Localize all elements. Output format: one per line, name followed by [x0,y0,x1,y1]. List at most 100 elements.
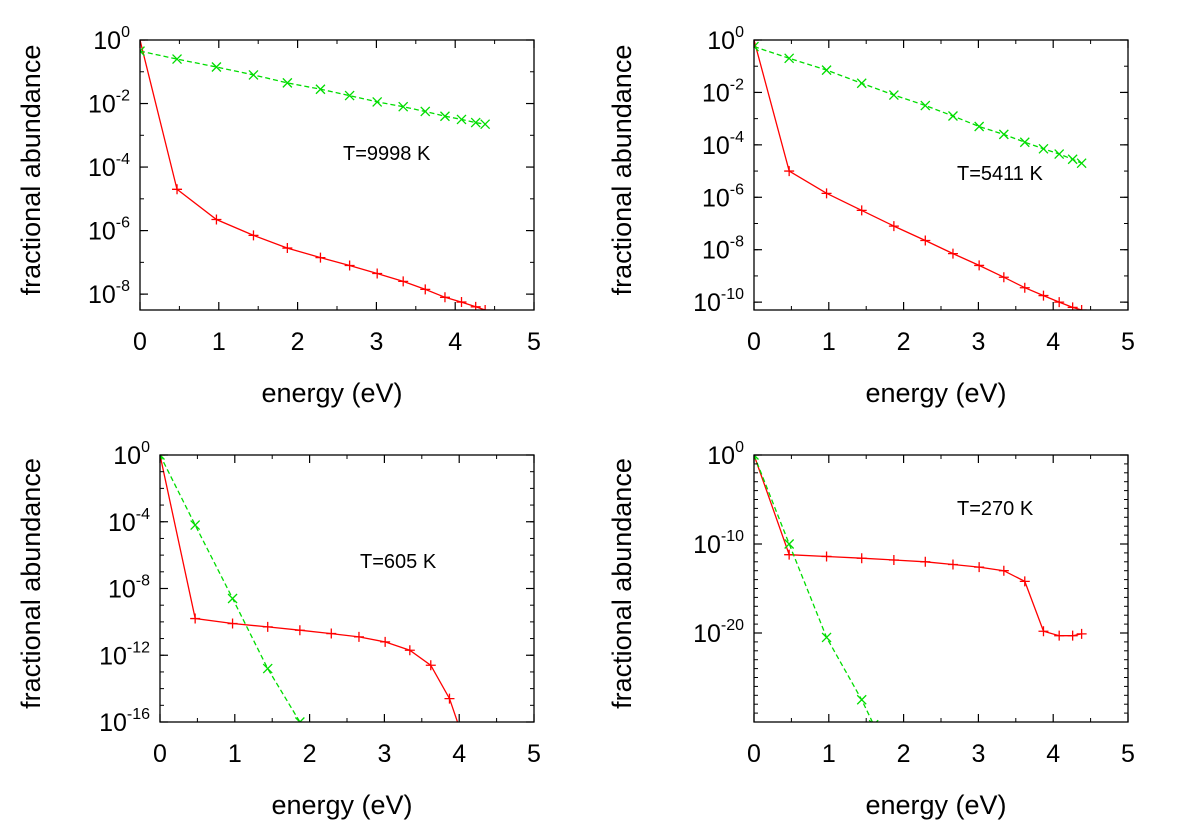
y-tick-exponent: -8 [730,234,744,251]
temperature-annotation: T=605 K [360,551,437,573]
data-point-plus [1038,626,1049,637]
y-tick-label: 100 [707,24,744,55]
data-point-plus [190,613,201,624]
y-tick-base: 10 [88,281,116,309]
data-point-plus [974,562,985,573]
x-tick-label: 1 [212,328,226,356]
data-point-plus [1054,630,1065,641]
x-tick-label: 1 [228,740,242,768]
series-2 [754,41,1087,169]
y-tick-label: 10-4 [88,151,130,182]
data-point-plus [211,214,222,225]
data-point-plus [444,693,455,704]
temperature-annotation: T=5411 K [957,163,1043,185]
series-1 [754,455,1087,641]
data-point-plus [454,722,464,732]
y-tick-label: 100 [113,439,150,470]
data-point-plus [1076,628,1087,639]
data-point-plus [1019,576,1030,587]
data-point-plus [294,625,305,636]
y-tick-exponent: -2 [116,88,130,105]
series-1 [754,40,1087,310]
data-point-plus [398,276,409,287]
x-tick-label: 1 [822,328,836,356]
data-point-x [172,54,182,65]
data-point-x [754,455,759,460]
data-point-plus [227,618,238,629]
series-line [754,45,1082,164]
x-tick-label: 1 [822,740,836,768]
series-1 [140,40,491,310]
y-tick-exponent: -6 [730,181,744,198]
data-point-plus [315,252,326,263]
y-tick-base: 10 [693,289,721,317]
series-line [160,455,301,722]
y-tick-base: 10 [93,27,121,55]
data-point-plus [920,556,931,567]
y-tick-base: 10 [707,27,735,55]
data-point-x [1019,137,1030,148]
y-tick-base: 10 [108,576,136,604]
data-point-x [248,69,259,80]
y-tick-label: 10-8 [88,278,130,309]
y-tick-label: 10-8 [108,573,150,604]
y-tick-base: 10 [108,509,136,537]
data-point-plus [420,284,431,295]
data-point-plus [1067,630,1078,641]
data-point-plus [856,205,867,216]
y-tick-exponent: -8 [136,573,150,590]
x-tick-label: 0 [153,740,167,768]
data-point-x [784,539,795,549]
y-tick-exponent: -8 [116,278,130,295]
data-point-x [456,114,467,125]
y-tick-base: 10 [113,442,141,470]
data-point-plus [439,292,450,303]
x-tick-label: 2 [291,328,305,356]
y-tick-exponent: 0 [121,24,130,41]
y-tick-base: 10 [707,442,735,470]
x-tick-label: 4 [448,328,462,356]
y-axis-title: fractional abundance [607,458,637,709]
y-tick-exponent: -10 [721,528,744,545]
data-point-x [398,101,409,112]
y-tick-label: 10-10 [693,528,744,559]
y-tick-base: 10 [88,91,116,119]
data-point-plus [326,628,337,639]
data-point-plus [372,268,383,279]
y-tick-label: 10-10 [693,286,744,317]
x-tick-label: 3 [971,740,985,768]
x-tick-label: 4 [1046,328,1060,356]
y-tick-label: 10-12 [99,639,150,670]
x-tick-label: 2 [897,740,911,768]
data-point-plus [380,636,391,647]
y-tick-label: 10-6 [88,215,130,246]
x-tick-label: 0 [747,740,761,768]
y-tick-base: 10 [702,79,730,107]
x-tick-label: 3 [369,328,383,356]
data-point-plus [856,553,867,564]
data-point-plus [282,243,293,254]
data-point-plus [470,301,481,310]
data-point-plus [947,248,958,259]
x-tick-label: 5 [1121,740,1135,768]
data-point-x [211,62,222,72]
data-point-x [315,84,326,95]
series-line [754,455,1082,637]
data-point-x [998,129,1009,140]
y-tick-label: 100 [707,439,744,470]
data-point-plus [1019,282,1030,293]
data-point-x [948,111,958,121]
data-point-plus [888,555,899,566]
data-point-x [856,78,867,89]
data-point-x [821,632,832,643]
data-point-plus [480,305,491,310]
y-tick-label: 10-2 [702,76,744,107]
series-1 [160,455,464,732]
y-tick-base: 10 [702,184,730,212]
y-tick-exponent: -12 [127,639,150,656]
x-axis-title: energy (eV) [865,790,1006,820]
y-axis-title: fractional abundance [16,458,46,709]
data-point-x [920,100,931,111]
data-point-plus [998,272,1009,283]
